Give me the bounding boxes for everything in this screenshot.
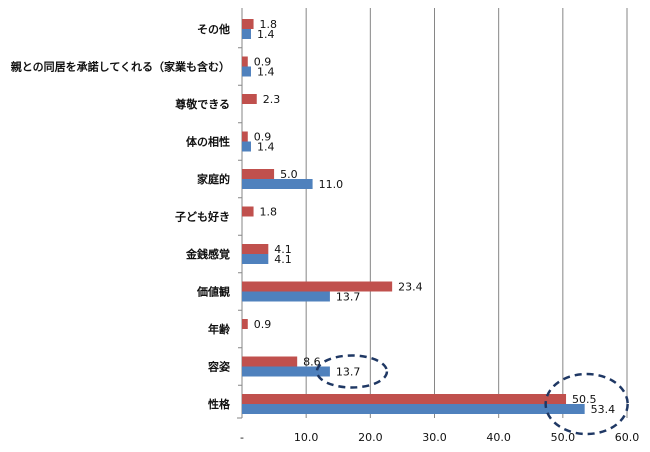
data-label: 2.3 [263, 93, 281, 106]
data-label: 4.1 [274, 243, 292, 256]
bars [242, 19, 585, 414]
data-label: 0.9 [254, 318, 272, 331]
category-label: 子ども好き [175, 210, 230, 224]
bar [242, 281, 393, 292]
bar [242, 244, 269, 254]
bar [242, 356, 298, 367]
x-tick-label: 30.0 [422, 431, 447, 444]
bar [242, 366, 330, 377]
data-label: 23.4 [398, 281, 423, 294]
x-tick-label: 60.0 [615, 431, 640, 444]
bar [242, 254, 269, 264]
x-tick-label: 40.0 [486, 431, 511, 444]
bar [242, 404, 585, 414]
category-label: 価値観 [196, 285, 230, 299]
gridlines [237, 8, 628, 419]
bar [242, 291, 330, 302]
bar [242, 394, 567, 404]
x-tick-label: 10.0 [294, 431, 319, 444]
data-label: 13.7 [336, 291, 361, 304]
category-label: 年齢 [208, 322, 231, 336]
bar [242, 141, 251, 152]
data-label: 5.0 [280, 168, 298, 181]
bar [242, 66, 251, 77]
bar [242, 19, 254, 29]
bar [242, 169, 275, 179]
bar [242, 56, 248, 67]
data-label: 8.6 [303, 356, 321, 369]
bar [242, 29, 251, 39]
highlight-ellipse [315, 354, 389, 389]
x-tick-label: 50.0 [551, 431, 576, 444]
highlight-ellipses [315, 354, 629, 436]
data-label: 4.1 [274, 253, 292, 266]
data-label: 0.9 [254, 131, 272, 144]
data-label: 13.7 [336, 366, 361, 379]
category-label: 性格 [208, 397, 231, 411]
category-label: 尊敬できる [175, 97, 230, 111]
bar [242, 94, 257, 104]
data-label: 0.9 [254, 56, 272, 69]
data-label: 1.4 [257, 28, 275, 41]
data-label: 53.4 [591, 403, 616, 416]
data-label: 50.5 [572, 393, 597, 406]
bar [242, 206, 254, 217]
data-label: 1.8 [260, 206, 278, 219]
x-tick-label: 20.0 [358, 431, 383, 444]
data-label: 11.0 [319, 178, 344, 191]
data-label: 1.8 [260, 18, 278, 31]
category-label: その他 [197, 22, 230, 36]
bar [242, 131, 248, 142]
category-label: 金銭感覚 [185, 247, 230, 261]
highlight-ellipse [544, 372, 629, 436]
category-label: 親との同居を承諾してくれる（家業も含む） [11, 60, 230, 74]
category-label: 体の相性 [186, 135, 230, 149]
x-tick-label: - [240, 431, 244, 444]
category-label: 家庭的 [197, 172, 230, 186]
data-label: 1.4 [257, 141, 275, 154]
bar [242, 319, 248, 329]
category-label: 容姿 [207, 360, 230, 374]
data-label: 1.4 [257, 66, 275, 79]
bar [242, 179, 313, 189]
